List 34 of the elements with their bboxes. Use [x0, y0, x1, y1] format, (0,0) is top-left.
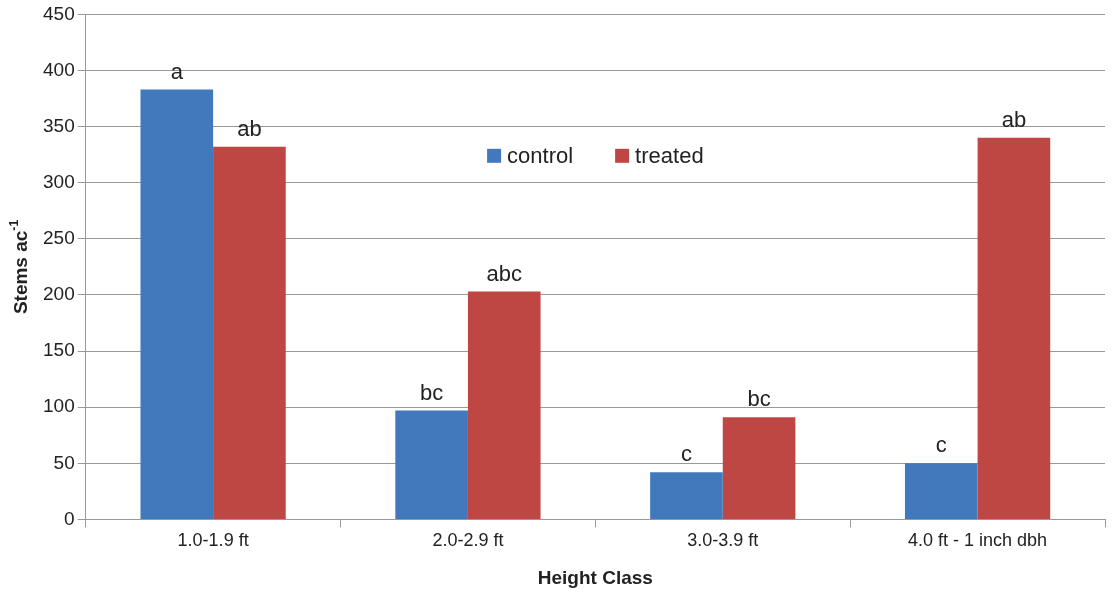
- bar: [977, 137, 1051, 519]
- y-tick-label: 50: [53, 451, 75, 473]
- x-axis-title: Height Class: [537, 567, 653, 589]
- data-label: bc: [420, 379, 444, 405]
- bar: [140, 89, 214, 519]
- y-tick-label: 0: [64, 507, 75, 529]
- y-axis-title: Stems ac-1: [6, 219, 32, 315]
- x-tick-label: 4.0 ft - 1 inch dbh: [908, 530, 1048, 551]
- y-tick-label: 450: [43, 2, 75, 24]
- x-tick-label: 2.0-2.9 ft: [432, 530, 504, 551]
- data-label: ab: [1001, 106, 1027, 132]
- y-tick-label: 250: [43, 227, 75, 249]
- bar: [213, 146, 286, 519]
- x-tick-label: 3.0-3.9 ft: [687, 530, 759, 551]
- bar: [650, 472, 723, 519]
- y-tick-label: 100: [43, 395, 75, 417]
- y-tick-label: 200: [43, 283, 75, 305]
- bar: [904, 463, 978, 519]
- data-label: abc: [486, 260, 522, 286]
- x-tick-label: 1.0-1.9 ft: [177, 530, 249, 551]
- bar: [722, 417, 796, 519]
- y-tick-label: 150: [43, 339, 75, 361]
- y-tick-label: 350: [43, 114, 75, 136]
- y-tick-label: 300: [43, 170, 75, 192]
- y-tick-label: 400: [43, 58, 75, 80]
- legend-label: treated: [635, 142, 704, 168]
- data-label: ab: [237, 115, 262, 141]
- data-label: a: [170, 58, 184, 84]
- data-label: c: [935, 432, 947, 458]
- legend-label: control: [507, 142, 574, 168]
- bar: [395, 410, 468, 519]
- data-label: bc: [747, 386, 771, 412]
- data-label: c: [680, 441, 692, 467]
- bar: [467, 291, 541, 519]
